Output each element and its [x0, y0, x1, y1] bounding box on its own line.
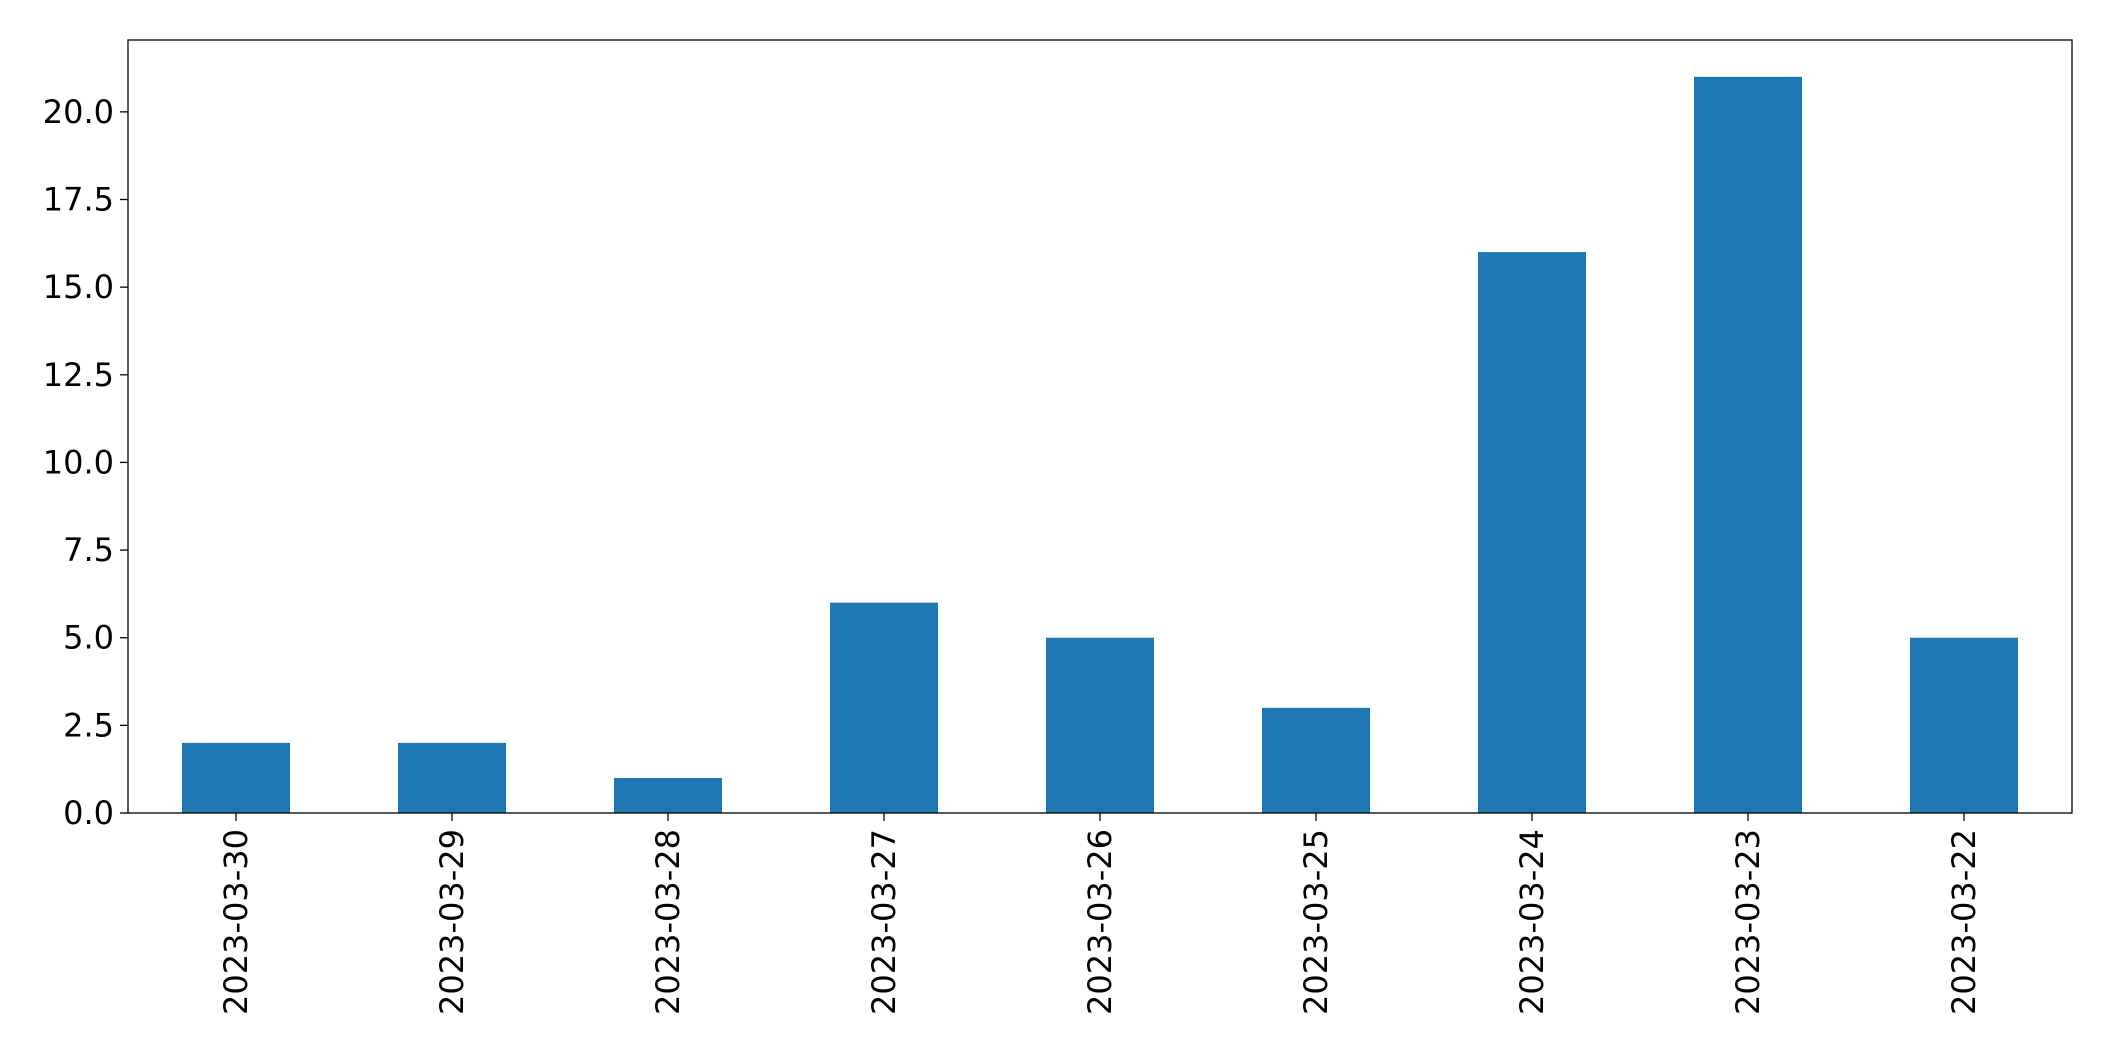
y-tick-label: 2.5 — [63, 706, 114, 744]
bar-2023-03-28 — [614, 777, 722, 813]
x-tick-label: 2023-03-25 — [1297, 829, 1335, 1015]
y-tick-label: 17.5 — [43, 181, 114, 219]
bar-2023-03-30 — [182, 742, 290, 813]
x-tick-label: 2023-03-27 — [865, 829, 903, 1015]
x-tick-label: 2023-03-30 — [217, 829, 255, 1015]
y-tick-label: 5.0 — [63, 619, 114, 657]
bar-2023-03-24 — [1478, 252, 1586, 814]
bar-2023-03-25 — [1262, 707, 1370, 813]
bar-2023-03-22 — [1910, 637, 2018, 813]
x-tick-label: 2023-03-28 — [649, 829, 687, 1015]
x-tick-label: 2023-03-22 — [1945, 829, 1983, 1015]
y-tick-label: 15.0 — [43, 268, 114, 306]
y-tick-label: 0.0 — [63, 794, 114, 832]
x-tick-label: 2023-03-26 — [1081, 829, 1119, 1015]
y-tick-label: 7.5 — [63, 531, 114, 569]
y-tick-label: 10.0 — [43, 443, 114, 481]
bar-2023-03-27 — [830, 602, 938, 813]
bar-2023-03-23 — [1694, 76, 1802, 813]
x-tick-label: 2023-03-29 — [433, 829, 471, 1015]
bar-2023-03-26 — [1046, 637, 1154, 813]
plot-frame — [127, 39, 2073, 814]
y-axis: 0.0 2.5 5.0 7.5 10.0 12.5 15.0 17.5 20.0 — [43, 93, 128, 832]
bar-2023-03-29 — [398, 742, 506, 813]
bars-layer — [182, 76, 2018, 814]
y-tick-label: 12.5 — [43, 356, 114, 394]
x-axis: 2023-03-30 2023-03-29 2023-03-28 2023-03-27… — [217, 813, 1983, 1015]
x-tick-label: 2023-03-24 — [1513, 829, 1551, 1015]
x-tick-label: 2023-03-23 — [1729, 829, 1767, 1015]
y-tick-label: 20.0 — [43, 93, 114, 131]
